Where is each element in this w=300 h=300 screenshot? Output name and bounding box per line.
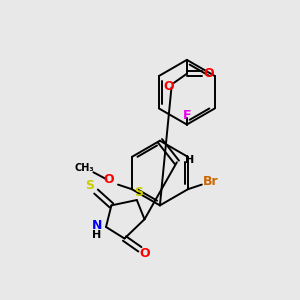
Text: CH₃: CH₃: [74, 163, 94, 173]
Text: S: S: [134, 186, 143, 199]
Text: Br: Br: [203, 175, 219, 188]
Text: F: F: [183, 109, 191, 122]
Text: S: S: [85, 179, 94, 192]
Text: H: H: [92, 230, 101, 240]
Text: H: H: [184, 155, 194, 165]
Text: O: O: [139, 247, 150, 260]
Text: O: O: [203, 67, 214, 80]
Text: O: O: [164, 80, 175, 93]
Text: N: N: [92, 219, 102, 232]
Text: O: O: [103, 173, 114, 186]
